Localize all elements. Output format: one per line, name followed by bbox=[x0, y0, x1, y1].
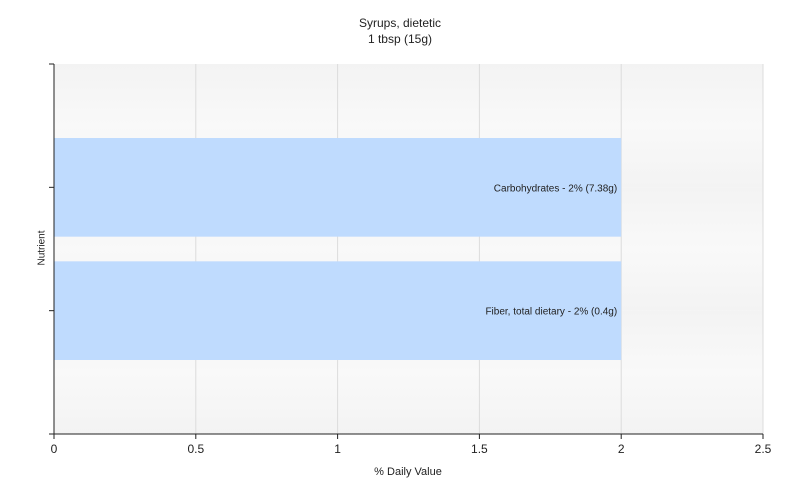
x-tick-label: 1 bbox=[334, 442, 341, 456]
data-label: Carbohydrates - 2% (7.38g) bbox=[494, 183, 617, 194]
x-tick-label: 2 bbox=[618, 442, 625, 456]
data-label: Fiber, total dietary - 2% (0.4g) bbox=[485, 307, 617, 318]
bar-1 bbox=[54, 138, 622, 237]
y-axis-label: Nutrient bbox=[36, 230, 48, 266]
x-tick-label: 2.5 bbox=[755, 442, 772, 456]
bar-2 bbox=[54, 261, 622, 360]
x-tick-label: 1.5 bbox=[471, 442, 488, 456]
x-axis-label: % Daily Value bbox=[374, 466, 442, 478]
chart-title: Syrups, dietetic bbox=[358, 16, 442, 30]
x-tick-label: 0.5 bbox=[187, 442, 204, 456]
chart-subtitle: 1 tbsp (15g) bbox=[367, 32, 433, 46]
x-tick-label: 0 bbox=[51, 442, 58, 456]
